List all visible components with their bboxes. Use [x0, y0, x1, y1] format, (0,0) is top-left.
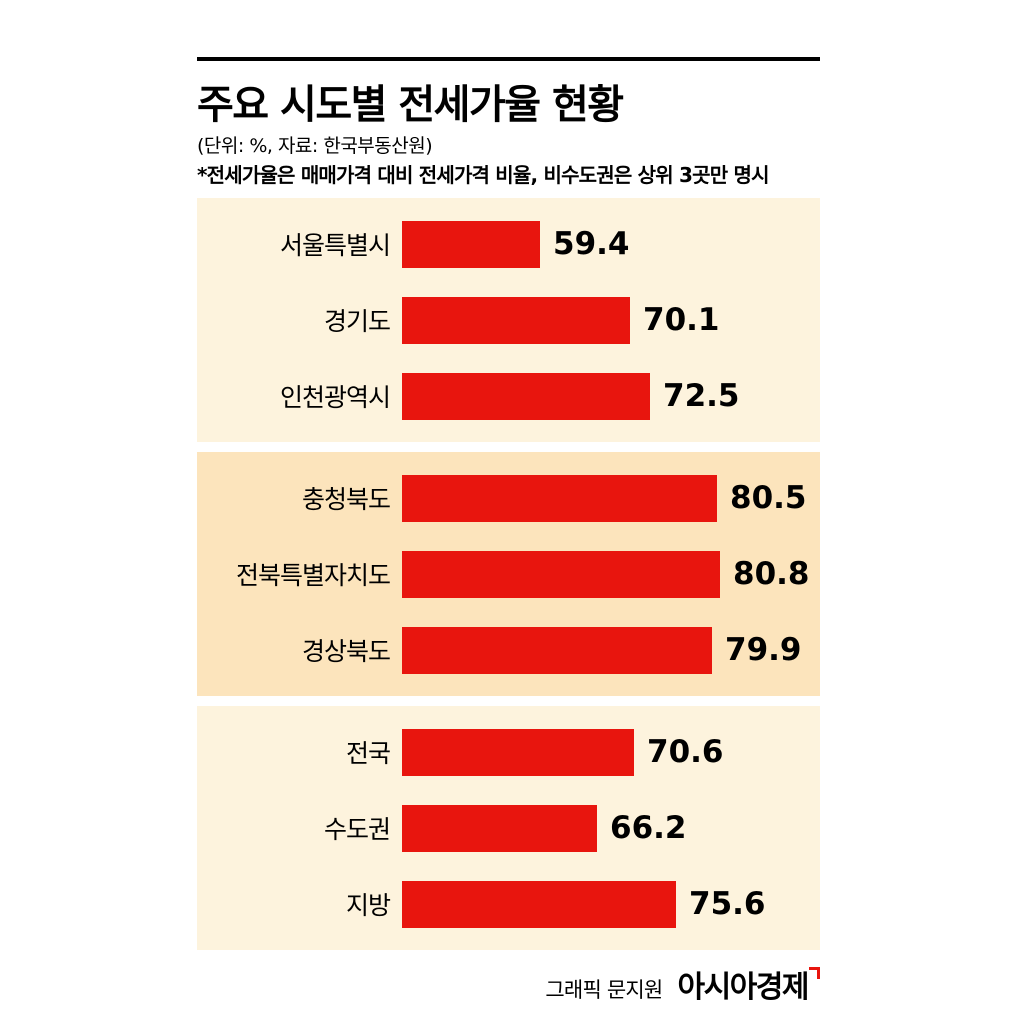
chart-row: 인천광역시 72.5 — [197, 361, 820, 431]
bar — [402, 626, 712, 674]
footnote: *전세가율은 매매가격 대비 전세가격 비율, 비수도권은 상위 3곳만 명시 — [197, 163, 769, 187]
bar — [402, 220, 540, 268]
chart-row: 지방 75.6 — [197, 869, 820, 939]
brand-mark-icon — [809, 967, 820, 979]
chart-row: 경상북도 79.9 — [197, 615, 820, 685]
bar — [402, 550, 720, 598]
graphic-credit: 그래픽 문지원 — [545, 978, 663, 1002]
footer: 그래픽 문지원 아시아경제 — [197, 962, 820, 1006]
bar-label: 전국 — [345, 739, 391, 768]
bar — [402, 880, 676, 928]
bar-value: 59.4 — [553, 226, 630, 262]
bar-label: 경상북도 — [301, 637, 391, 666]
bar-value: 75.6 — [689, 886, 766, 922]
chart-row: 경기도 70.1 — [197, 285, 820, 355]
bar-value: 80.5 — [730, 480, 807, 516]
bar-label: 전북특별자치도 — [235, 561, 391, 590]
bar-value: 80.8 — [733, 556, 810, 592]
bar — [402, 296, 630, 344]
bar-value: 70.1 — [643, 302, 720, 338]
top-rule — [197, 57, 820, 61]
brand-logo: 아시아경제 — [677, 970, 810, 1005]
chart-row: 수도권 66.2 — [197, 793, 820, 863]
bar-label: 인천광역시 — [279, 383, 391, 412]
bar — [402, 372, 650, 420]
bar-label: 지방 — [345, 891, 391, 920]
bar-label: 서울특별시 — [279, 231, 391, 260]
chart-row: 전국 70.6 — [197, 717, 820, 787]
unit-source-note: (단위: %, 자료: 한국부동산원) — [197, 135, 433, 157]
chart-row: 서울특별시 59.4 — [197, 209, 820, 279]
page-title: 주요 시도별 전세가율 현황 — [197, 82, 624, 128]
chart-group-1: 서울특별시 59.4 경기도 70.1 인천광역시 72.5 — [197, 198, 820, 442]
bar — [402, 728, 634, 776]
bar-label: 경기도 — [323, 307, 391, 336]
bar-label: 수도권 — [323, 815, 391, 844]
chart-group-3: 전국 70.6 수도권 66.2 지방 75.6 — [197, 706, 820, 950]
bar-value: 66.2 — [610, 810, 687, 846]
bar — [402, 474, 717, 522]
bar-value: 79.9 — [725, 632, 802, 668]
bar-value: 70.6 — [647, 734, 724, 770]
chart-group-2: 충청북도 80.5 전북특별자치도 80.8 경상북도 79.9 — [197, 452, 820, 696]
bar-label: 충청북도 — [301, 485, 391, 514]
chart-row: 충청북도 80.5 — [197, 463, 820, 533]
bar-chart: 서울특별시 59.4 경기도 70.1 인천광역시 72.5 충청북도 80.5 전북특별자치도… — [197, 198, 820, 960]
bar-value: 72.5 — [663, 378, 740, 414]
chart-row: 전북특별자치도 80.8 — [197, 539, 820, 609]
bar — [402, 804, 597, 852]
